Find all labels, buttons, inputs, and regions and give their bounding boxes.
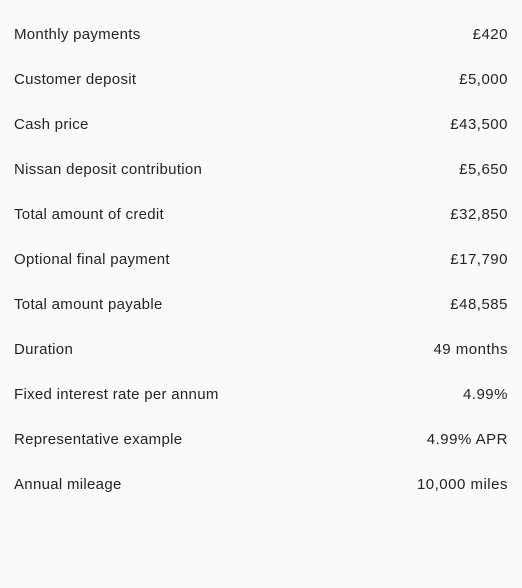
row-label: Optional final payment — [14, 251, 170, 268]
table-row: Total amount payable £48,585 — [14, 282, 508, 327]
row-label: Cash price — [14, 116, 89, 133]
row-label: Monthly payments — [14, 26, 141, 43]
table-row: Nissan deposit contribution £5,650 — [14, 147, 508, 192]
table-row: Optional final payment £17,790 — [14, 237, 508, 282]
table-row: Total amount of credit £32,850 — [14, 192, 508, 237]
row-value: £48,585 — [450, 296, 508, 313]
table-row: Representative example 4.99% APR — [14, 417, 508, 462]
table-row: Annual mileage 10,000 miles — [14, 462, 508, 507]
table-row: Duration 49 months — [14, 327, 508, 372]
row-value: 4.99% APR — [427, 431, 508, 448]
row-value: £17,790 — [450, 251, 508, 268]
row-label: Customer deposit — [14, 71, 136, 88]
row-value: 4.99% — [463, 386, 508, 403]
finance-details-table: Monthly payments £420 Customer deposit £… — [14, 12, 508, 507]
row-label: Nissan deposit contribution — [14, 161, 202, 178]
row-label: Representative example — [14, 431, 182, 448]
table-row: Cash price £43,500 — [14, 102, 508, 147]
row-value: £5,000 — [459, 71, 508, 88]
row-value: £420 — [473, 26, 508, 43]
row-label: Duration — [14, 341, 73, 358]
row-value: 10,000 miles — [417, 476, 508, 493]
row-label: Fixed interest rate per annum — [14, 386, 219, 403]
row-value: 49 months — [433, 341, 508, 358]
row-value: £32,850 — [450, 206, 508, 223]
table-row: Monthly payments £420 — [14, 12, 508, 57]
row-label: Total amount payable — [14, 296, 163, 313]
row-value: £5,650 — [459, 161, 508, 178]
row-value: £43,500 — [450, 116, 508, 133]
row-label: Annual mileage — [14, 476, 122, 493]
table-row: Customer deposit £5,000 — [14, 57, 508, 102]
table-row: Fixed interest rate per annum 4.99% — [14, 372, 508, 417]
row-label: Total amount of credit — [14, 206, 164, 223]
